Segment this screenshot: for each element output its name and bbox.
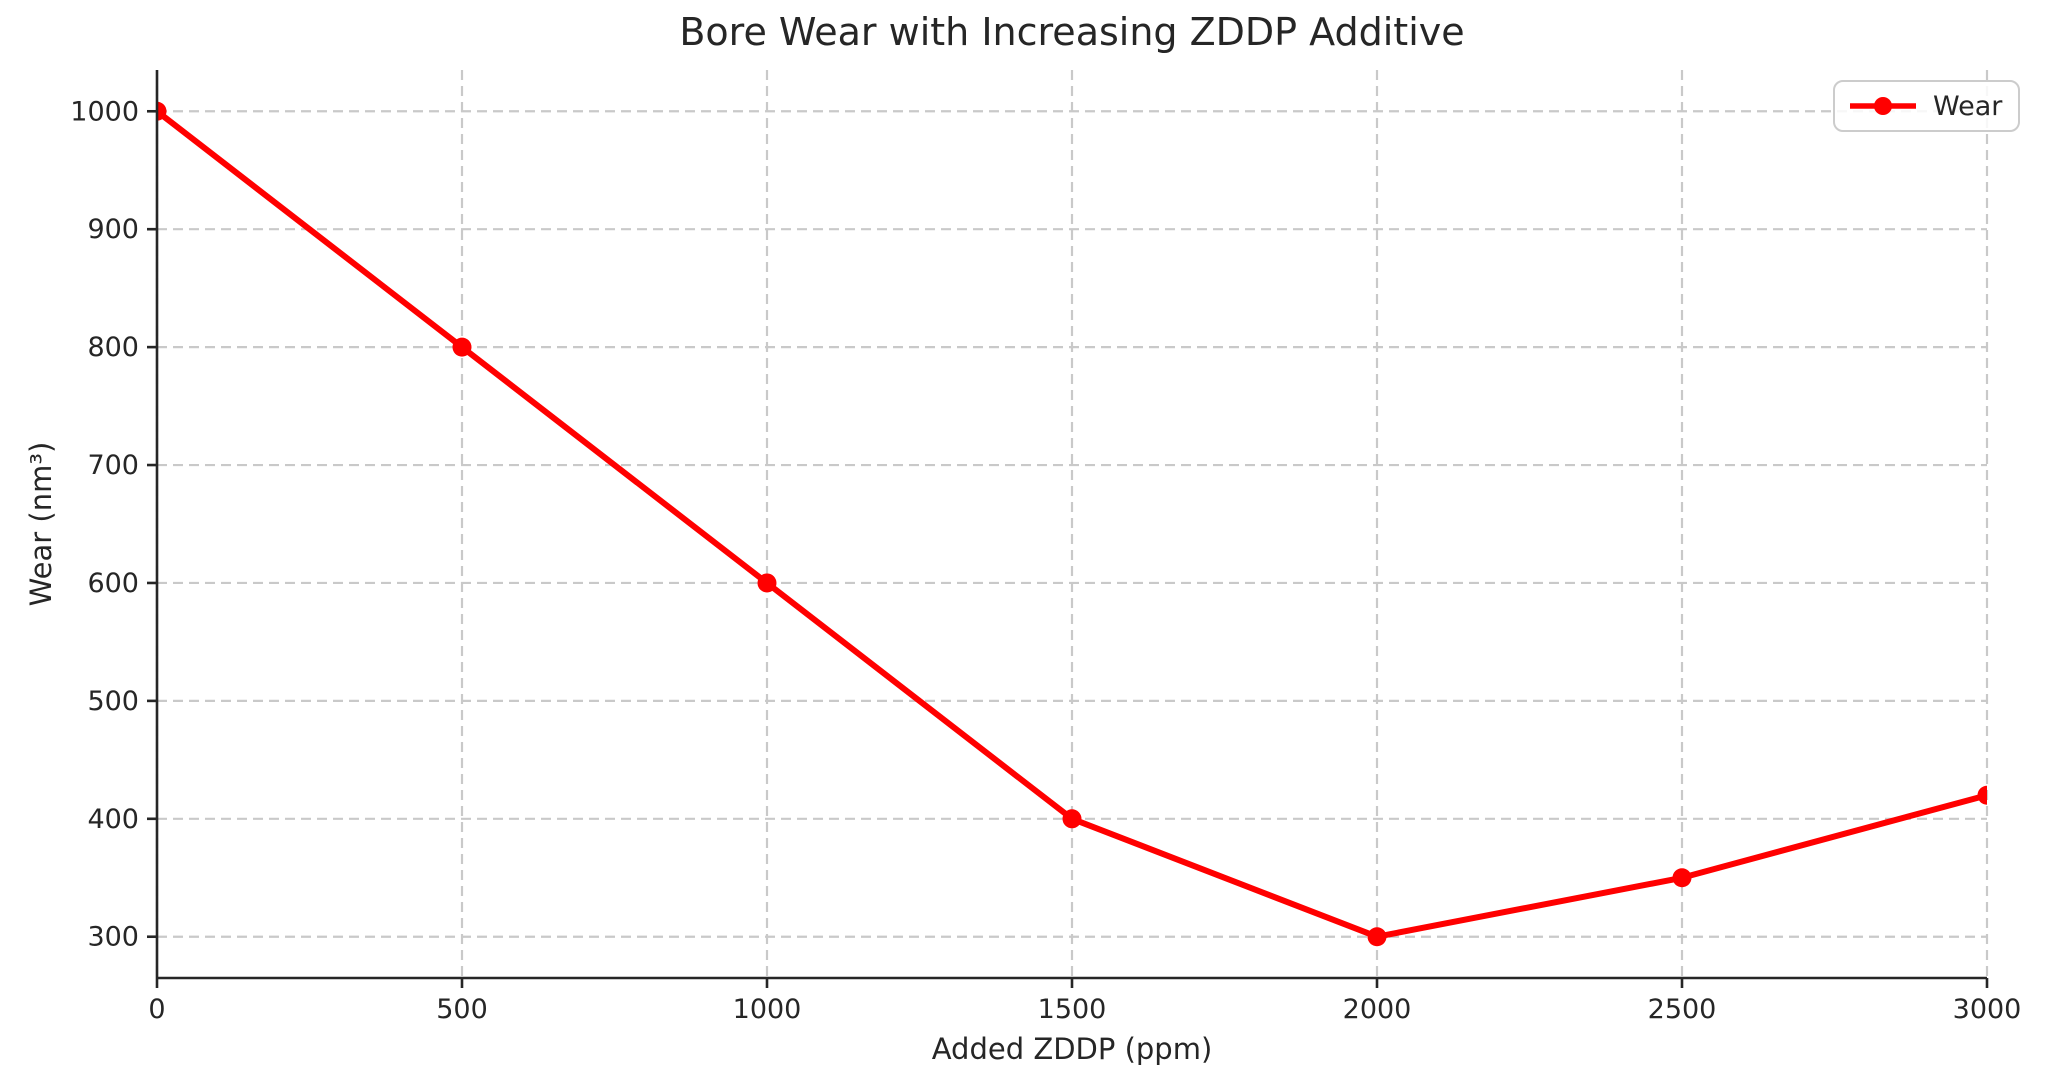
data-point-marker (1977, 785, 1987, 805)
data-point-marker (1367, 927, 1387, 947)
y-tick-label: 400 (87, 804, 139, 835)
series-group (157, 101, 1987, 947)
chart-title: Bore Wear with Increasing ZDDP Additive (679, 10, 1465, 54)
y-tick-label: 1000 (70, 96, 139, 127)
data-point-marker (757, 573, 777, 593)
x-tick-label: 3000 (1953, 994, 2022, 1025)
x-tick-label: 500 (436, 994, 488, 1025)
y-tick-label: 700 (87, 450, 139, 481)
x-axis-label: Added ZDDP (ppm) (931, 1032, 1213, 1066)
legend-line-marker-icon (1850, 97, 1916, 115)
data-point-marker (1062, 809, 1082, 829)
x-tick-label: 2000 (1343, 994, 1412, 1025)
y-tick-label: 600 (87, 568, 139, 599)
y-tick-label: 500 (87, 686, 139, 717)
data-point-marker (157, 101, 167, 121)
data-point-marker (1672, 868, 1692, 888)
data-point-marker (452, 337, 472, 357)
x-tick-label: 0 (148, 994, 165, 1025)
legend-label: Wear (1933, 90, 2003, 122)
x-tick-label: 1000 (733, 994, 802, 1025)
y-tick-label: 800 (87, 332, 139, 363)
x-tick-label: 2500 (1648, 994, 1717, 1025)
y-tick-label: 900 (87, 214, 139, 245)
y-axis-label: Wear (nm³) (24, 441, 58, 607)
x-tick-label: 1500 (1038, 994, 1107, 1025)
y-tick-label: 300 (87, 922, 139, 953)
legend: Wear (1833, 80, 2021, 132)
